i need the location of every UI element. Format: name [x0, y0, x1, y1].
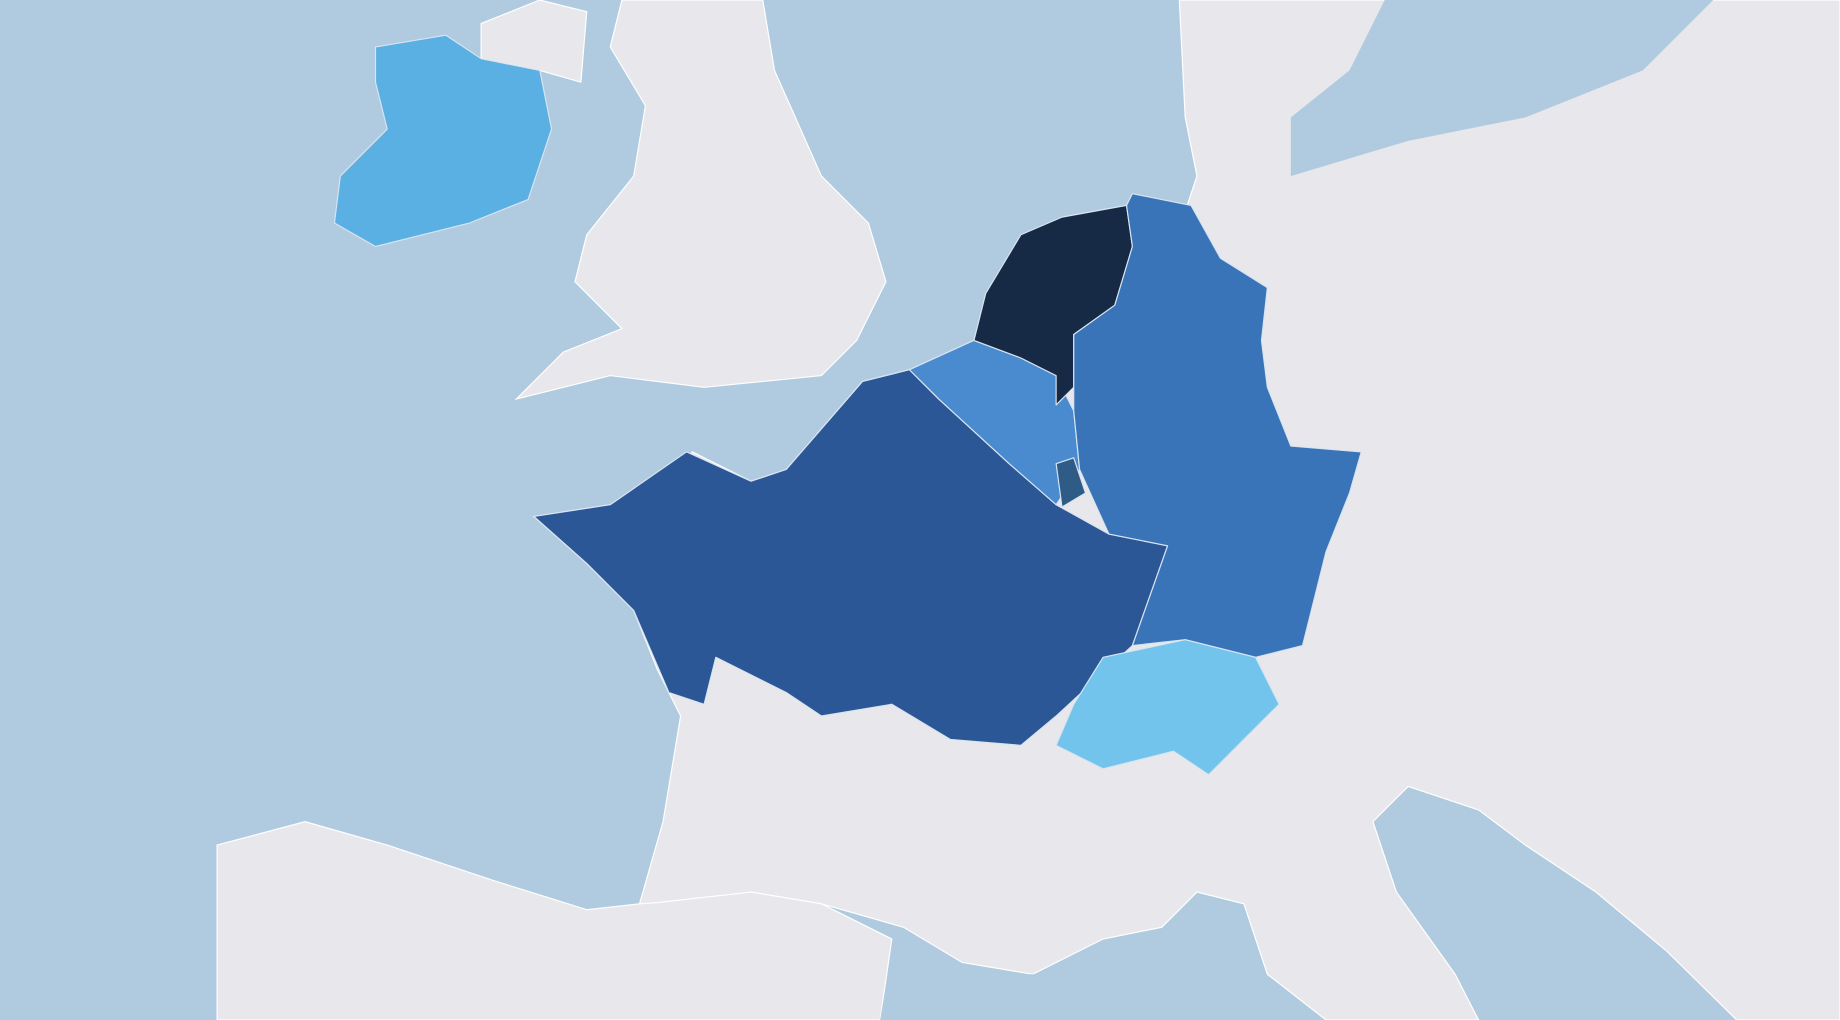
iberia [216, 821, 893, 1020]
western-germany [1073, 193, 1362, 658]
ireland [333, 34, 553, 248]
baltic-sea [1290, 0, 1714, 177]
great-britain [514, 0, 887, 401]
switzerland [1055, 639, 1280, 776]
mediterranean-sea [880, 903, 1280, 1020]
luxembourg [1055, 457, 1087, 508]
